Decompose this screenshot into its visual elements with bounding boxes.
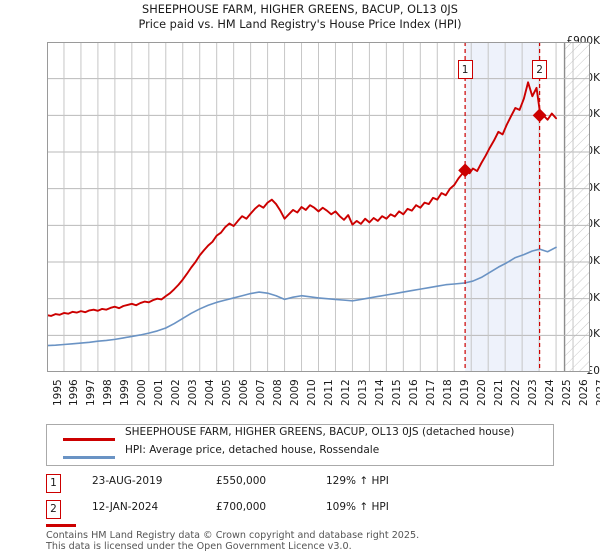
transaction-price-1: £550,000 [216,475,267,487]
x-tick-1998: 1998 [102,379,115,406]
legend-swatch-hpi [63,456,115,459]
gridlines [47,42,590,372]
footer-divider [46,524,76,527]
transaction-badge-2: 2 [46,500,61,519]
x-tick-2027: 2027 [594,379,600,406]
x-tick-2006: 2006 [238,379,251,406]
chart-legend: SHEEPHOUSE FARM, HIGHER GREENS, BACUP, O… [46,424,554,466]
x-tick-2003: 2003 [187,379,200,406]
x-tick-2021: 2021 [492,379,505,406]
x-tick-1997: 1997 [85,379,98,406]
transaction-marker-points [458,108,547,178]
transaction-hpi-delta-2: 109% ↑ HPI [326,501,389,513]
transaction-date-1: 23-AUG-2019 [92,475,163,487]
x-tick-2010: 2010 [306,379,319,406]
series-lines [47,81,558,347]
x-tick-2016: 2016 [407,379,420,406]
marker-callout-1[interactable]: 1 [457,60,473,79]
transaction-marker-lines [464,42,541,372]
x-tick-2019: 2019 [458,379,471,406]
x-tick-2001: 2001 [153,379,166,406]
x-tick-2013: 2013 [356,379,369,406]
x-tick-2022: 2022 [509,379,522,406]
x-tick-2024: 2024 [543,379,556,406]
x-tick-2018: 2018 [441,379,454,406]
transaction-row-2[interactable]: 2 12-JAN-2024 £700,000 109% ↑ HPI [46,500,566,522]
transaction-date-2: 12-JAN-2024 [92,501,159,513]
plot-area [47,42,590,372]
transaction-badge-1: 1 [46,474,61,493]
legend-label-hpi: HPI: Average price, detached house, Ross… [125,444,380,456]
x-tick-2002: 2002 [170,379,183,406]
marker-callout-2[interactable]: 2 [532,60,548,79]
x-tick-2000: 2000 [136,379,149,406]
x-tick-1995: 1995 [51,379,64,406]
footer-line-2: This data is licensed under the Open Gov… [46,541,352,552]
plot-border [47,42,590,372]
x-tick-2025: 2025 [560,379,573,406]
x-tick-2008: 2008 [272,379,285,406]
x-tick-2015: 2015 [390,379,403,406]
x-tick-2011: 2011 [323,379,335,406]
transaction-span-band [465,42,540,372]
transaction-hpi-delta-1: 129% ↑ HPI [326,475,389,487]
page-subtitle: Price paid vs. HM Land Registry's House … [138,18,462,31]
legend-item-hpi: HPI: Average price, detached house, Ross… [47,444,553,467]
legend-swatch-property [63,438,115,442]
x-tick-2023: 2023 [526,379,539,406]
transaction-price-2: £700,000 [216,501,267,513]
x-tick-2026: 2026 [577,379,590,406]
x-tick-2005: 2005 [221,379,234,406]
x-tick-2017: 2017 [424,379,437,406]
x-tick-2009: 2009 [289,379,302,406]
x-tick-2004: 2004 [204,379,217,406]
x-tick-1996: 1996 [68,379,81,406]
transaction-row-1[interactable]: 1 23-AUG-2019 £550,000 129% ↑ HPI [46,474,566,496]
plot-svg [47,42,590,372]
legend-label-property: SHEEPHOUSE FARM, HIGHER GREENS, BACUP, O… [125,426,515,438]
x-tick-2012: 2012 [339,379,352,406]
page-title: SHEEPHOUSE FARM, HIGHER GREENS, BACUP, O… [142,3,458,16]
legend-item-property: SHEEPHOUSE FARM, HIGHER GREENS, BACUP, O… [47,426,553,449]
x-tick-2020: 2020 [475,379,488,406]
chart-title-block: SHEEPHOUSE FARM, HIGHER GREENS, BACUP, O… [0,2,600,32]
x-tick-2007: 2007 [255,379,268,406]
footer-attribution: Contains HM Land Registry data © Crown c… [46,530,586,552]
x-tick-2014: 2014 [373,379,386,406]
x-tick-1999: 1999 [119,379,132,406]
forecast-hatch-region [563,42,590,372]
footer-line-1: Contains HM Land Registry data © Crown c… [46,530,420,541]
